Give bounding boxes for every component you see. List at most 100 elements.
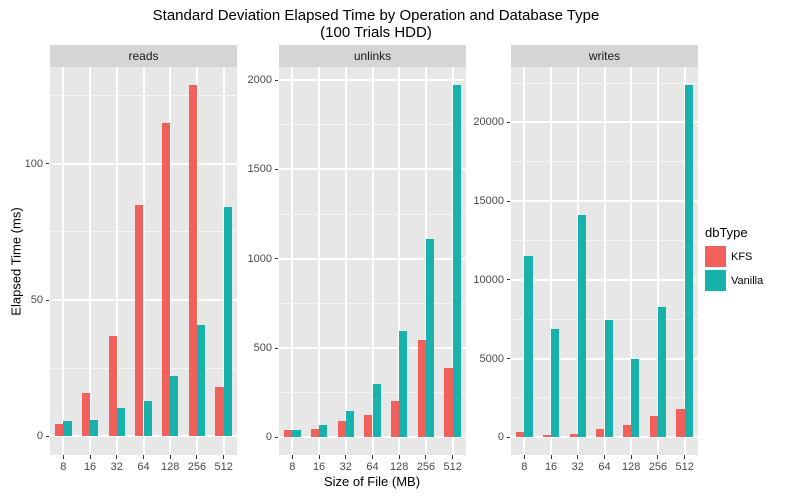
x-tick-label: 256 [416,461,436,473]
y-tick-mark [46,299,49,301]
gridline-vertical [195,67,198,455]
y-tick-label: 2000 [247,74,272,87]
bar-vanilla-64 [143,401,152,437]
bar-kfs-512 [676,409,685,438]
bar-vanilla-32 [345,410,355,438]
bar-vanilla-512 [452,84,461,438]
gridline-vertical [115,67,118,455]
x-tick-label: 32 [110,461,123,473]
x-tick-mark [550,455,552,459]
bar-kfs-64 [364,414,373,438]
bar-vanilla-256 [425,239,435,438]
y-tick-mark [507,200,510,202]
bar-kfs-16 [81,392,91,437]
bar-kfs-128 [622,424,632,438]
y-tick-mark [507,436,510,438]
x-tick-mark [425,455,427,459]
gridline-vertical [62,67,65,455]
y-tick-mark [46,163,49,165]
x-tick-label: 32 [571,461,584,473]
chart-subtitle: (100 Trials HDD) [320,24,432,41]
x-tick-mark [372,455,373,459]
bar-kfs-32 [108,335,117,437]
legend-swatch-vanilla [705,270,726,291]
x-tick-mark [143,455,144,459]
bar-vanilla-256 [196,324,206,437]
x-tick-mark [116,455,118,459]
x-tick-mark [196,455,198,459]
y-tick-label: 1500 [247,163,272,176]
bar-vanilla-8 [63,421,72,437]
bar-vanilla-32 [577,215,587,438]
bar-kfs-8 [284,430,293,438]
x-tick-label: 128 [622,461,641,473]
x-tick-label: 512 [675,461,694,473]
y-tick-label: 1000 [247,252,272,265]
y-tick-label: 0 [497,431,504,444]
gridline-vertical [630,67,633,455]
bar-vanilla-64 [604,320,613,438]
x-tick-label: 128 [161,461,180,473]
bar-vanilla-64 [372,383,381,438]
x-tick-label: 64 [366,461,379,473]
bar-vanilla-16 [90,420,99,437]
x-tick-label: 128 [390,461,409,473]
bar-kfs-32 [337,420,346,438]
bar-vanilla-256 [657,306,667,438]
x-tick-mark [657,455,659,459]
x-axis-title: Size of File (MB) [323,474,421,489]
facet-strip-writes: writes [511,45,698,67]
x-tick-label: 8 [521,461,528,473]
bar-kfs-16 [542,435,552,438]
gridline-vertical [318,67,321,455]
y-tick-label: 0 [265,431,272,444]
bar-kfs-256 [417,340,426,438]
bar-kfs-128 [161,122,171,437]
gridline-vertical [550,67,553,455]
bar-vanilla-128 [631,359,640,438]
gridline-vertical [89,67,92,455]
x-tick-label: 256 [648,461,668,473]
facet-panel-writes [511,67,698,455]
bar-kfs-32 [569,434,578,438]
legend-swatch-kfs [705,246,726,267]
bar-kfs-8 [55,424,64,437]
y-tick-mark [275,79,278,81]
y-tick-mark [275,168,278,170]
x-tick-label: 64 [598,461,611,473]
x-tick-label: 32 [339,461,352,473]
x-tick-mark [62,455,64,459]
x-tick-mark [604,455,605,459]
y-tick-mark [507,121,510,123]
x-tick-label: 256 [187,461,207,473]
x-tick-label: 16 [544,461,558,473]
y-tick-mark [46,435,49,437]
gridline-vertical [371,67,374,455]
x-tick-mark [684,455,686,459]
x-tick-mark [523,455,525,459]
facet-strip-reads: reads [50,45,237,67]
x-tick-label: 8 [60,461,67,473]
legend-item-vanilla: Vanilla [705,270,763,291]
bar-kfs-64 [596,429,605,438]
gridline-vertical [603,67,606,455]
bar-vanilla-32 [116,407,126,437]
y-tick-label: 20000 [473,116,504,129]
gridline-vertical [656,67,659,455]
x-tick-mark [291,455,293,459]
y-axis-title: Elapsed Time (ms) [8,207,24,316]
gridline-vertical [344,67,347,455]
facet-strip-unlinks: unlinks [279,45,466,67]
y-tick-label: 5000 [479,352,504,365]
x-tick-label: 64 [137,461,150,473]
bar-kfs-128 [390,400,400,438]
bar-vanilla-512 [684,84,693,438]
bar-vanilla-128 [399,331,408,438]
y-tick-mark [275,347,278,349]
bar-vanilla-512 [223,207,232,437]
gridline-vertical [291,67,294,455]
bar-vanilla-128 [170,376,179,437]
x-tick-label: 16 [83,461,97,473]
x-tick-mark [318,455,320,459]
chart-title: Standard Deviation Elapsed Time by Opera… [152,7,600,24]
